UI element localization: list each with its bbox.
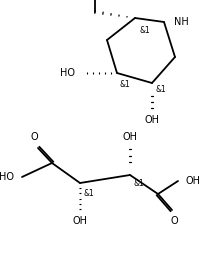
Text: NH: NH bbox=[174, 17, 189, 27]
Text: &1: &1 bbox=[139, 26, 150, 35]
Text: OH: OH bbox=[186, 176, 201, 186]
Text: O: O bbox=[30, 132, 38, 142]
Text: &1: &1 bbox=[120, 80, 131, 89]
Text: &1: &1 bbox=[155, 85, 166, 94]
Text: HO: HO bbox=[0, 172, 14, 182]
Text: OH: OH bbox=[73, 216, 88, 226]
Text: HO: HO bbox=[60, 68, 75, 78]
Text: &1: &1 bbox=[133, 179, 144, 188]
Text: OH: OH bbox=[144, 115, 159, 125]
Text: O: O bbox=[170, 216, 178, 226]
Text: OH: OH bbox=[122, 132, 138, 142]
Text: &1: &1 bbox=[83, 189, 94, 198]
